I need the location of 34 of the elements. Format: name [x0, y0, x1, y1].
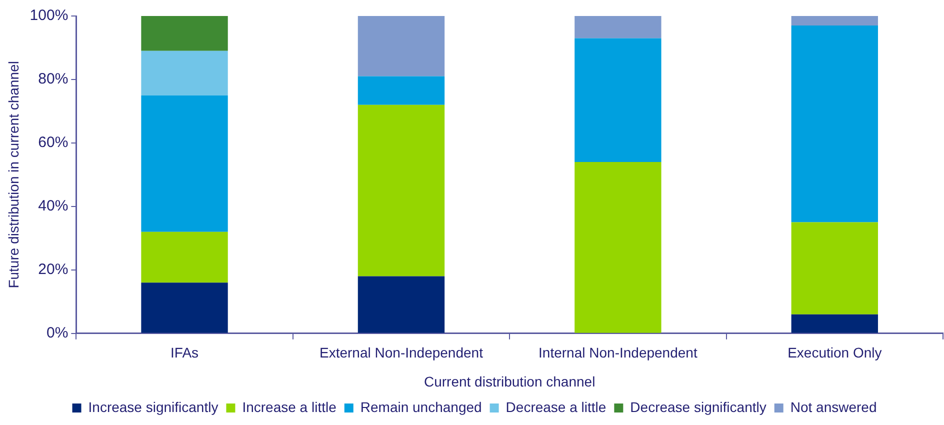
x-tick-label: IFAs — [170, 344, 199, 361]
legend-label: Increase a little — [242, 398, 337, 415]
y-tick-label: 100% — [30, 7, 68, 24]
bar — [141, 16, 228, 51]
bar — [574, 16, 662, 38]
bar — [358, 276, 445, 333]
x-tick-label: Execution Only — [788, 344, 882, 361]
bar — [791, 314, 878, 333]
x-axis-title: Current distribution channel — [424, 373, 596, 390]
y-tick-label: 0% — [46, 324, 68, 342]
legend-label: Decrease significantly — [630, 398, 766, 415]
y-axis-title: Future distribution in current channel — [5, 61, 22, 288]
y-tick-label: 40% — [38, 198, 68, 215]
y-tick-label: 60% — [38, 134, 68, 152]
y-tick-label: 80% — [38, 70, 68, 88]
bar — [791, 26, 878, 222]
bar — [358, 16, 445, 76]
bar — [141, 232, 228, 283]
y-tick-label: 20% — [38, 261, 68, 278]
legend-label: Increase significantly — [88, 398, 218, 415]
bar — [791, 222, 878, 314]
bar — [141, 282, 228, 333]
bar — [141, 50, 228, 96]
legend-label: Remain unchanged — [360, 398, 482, 415]
legend-label: Decrease a little — [506, 398, 606, 415]
bar — [358, 104, 445, 276]
legend-label: Not answered — [790, 398, 877, 415]
bar — [791, 16, 878, 26]
x-tick-label: External Non-Independent — [320, 344, 484, 361]
bar — [574, 162, 662, 333]
bar — [358, 76, 445, 105]
bar — [141, 95, 228, 232]
x-tick-label: Internal Non-Independent — [538, 344, 698, 361]
bar — [574, 38, 662, 162]
